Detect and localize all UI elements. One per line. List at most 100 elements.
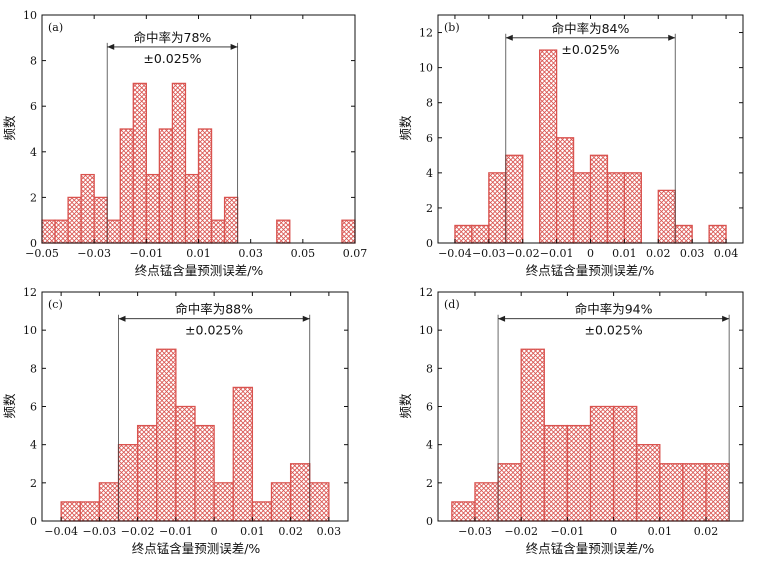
y-tick-label: 2 <box>426 477 433 490</box>
tolerance-label: ±0.025% <box>143 51 201 66</box>
histogram-bar <box>80 173 95 244</box>
hit-rate-label: 命中率为78% <box>134 30 212 45</box>
histogram-bar <box>197 128 213 244</box>
y-tick-label: 4 <box>30 146 37 159</box>
x-tick-label: 0.02 <box>278 525 303 538</box>
x-axis-label: 终点锰含量预测误差/% <box>526 541 655 556</box>
histogram-bar <box>471 224 490 244</box>
histogram-bar <box>543 424 569 522</box>
x-tick-label: −0.04 <box>44 525 78 538</box>
y-tick-label: 8 <box>30 55 37 68</box>
x-tick-label: −0.02 <box>506 247 540 260</box>
histogram-bar <box>341 219 356 244</box>
panel-2: 命中率为88% ±0.025% −0.04 −0.03 −0.02 −0.01 0 0.01 0… <box>2 286 349 556</box>
y-tick-label: 4 <box>426 439 433 452</box>
x-tick-label: 0 <box>587 247 594 260</box>
histogram-bar <box>223 196 239 244</box>
histogram-bar <box>289 463 311 522</box>
panel-label: (b) <box>444 21 460 34</box>
y-tick-label: 8 <box>30 362 37 375</box>
tolerance-label: ±0.025% <box>585 323 643 338</box>
histogram-bar <box>612 405 638 522</box>
x-tick-label: −0.03 <box>472 247 506 260</box>
histogram-bar <box>106 219 121 244</box>
y-tick-label: 2 <box>30 191 37 204</box>
histogram-bar <box>606 172 626 244</box>
x-tick-label: −0.02 <box>121 525 155 538</box>
y-tick-label: 10 <box>23 324 37 337</box>
x-tick-label: −0.01 <box>159 525 193 538</box>
histogram-bar <box>566 424 592 522</box>
y-tick-label: 2 <box>30 477 37 490</box>
y-tick-label: 12 <box>419 27 433 40</box>
x-tick-label: 0.01 <box>186 247 211 260</box>
histogram-bar <box>539 49 558 244</box>
histogram-bar <box>156 348 177 522</box>
histogram-bar <box>158 128 174 244</box>
tolerance-label: ±0.025% <box>561 42 619 57</box>
histogram-bar <box>572 172 592 244</box>
x-axis-label: 终点锰含量预测误差/% <box>526 263 655 278</box>
arrow-head-left <box>505 34 513 41</box>
y-axis-label: 频数 <box>2 115 17 141</box>
histogram-bar <box>705 463 730 522</box>
histogram-bar <box>659 463 684 522</box>
arrow-head-right <box>668 34 676 41</box>
panel-0: 命中率为78% ±0.025% −0.05 −0.03 −0.01 0.01 0.03 0.0… <box>2 9 367 278</box>
x-tick-label: 0.04 <box>714 247 739 260</box>
x-tick-label: −0.01 <box>540 247 574 260</box>
histogram-bar <box>213 482 234 522</box>
arrow-head-left <box>498 315 506 322</box>
x-tick-label: 0.05 <box>291 247 316 260</box>
y-tick-label: 4 <box>30 439 37 452</box>
arrow-head-left <box>118 315 126 322</box>
histogram-bar <box>210 219 226 244</box>
x-tick-label: −0.04 <box>438 247 472 260</box>
histogram-bar <box>41 219 56 244</box>
histogram-bar <box>171 82 187 244</box>
histogram-bar <box>175 405 196 522</box>
hit-rate-label: 命中率为84% <box>552 21 630 36</box>
histogram-bar <box>276 219 291 244</box>
histogram-bar <box>674 224 693 244</box>
histogram-bar <box>505 154 524 244</box>
panel-label: (a) <box>48 21 63 34</box>
arrow-head-right <box>230 43 238 50</box>
x-tick-label: −0.01 <box>129 247 163 260</box>
x-tick-label: 0.03 <box>238 247 263 260</box>
x-tick-label: −0.05 <box>25 247 59 260</box>
x-tick-label: 0.01 <box>648 525 673 538</box>
histogram-bar <box>520 348 545 522</box>
x-tick-label: −0.03 <box>77 247 111 260</box>
histogram-bar <box>555 137 575 244</box>
hit-rate-label: 命中率为88% <box>175 302 253 317</box>
y-axis-label: 频数 <box>398 115 413 141</box>
histogram-bar <box>497 463 522 522</box>
arrow-head-right <box>722 315 730 322</box>
histogram-bar <box>132 82 147 244</box>
y-tick-label: 8 <box>426 362 433 375</box>
y-tick-label: 12 <box>23 286 37 299</box>
histogram-bar <box>657 189 676 244</box>
panel-label: (d) <box>444 298 460 311</box>
x-tick-label: 0.02 <box>646 247 671 260</box>
histogram-bar <box>119 128 134 244</box>
panel-3: 命中率为94% ±0.025% −0.03 −0.02 −0.01 0 0.01 0.02 0 2… <box>398 286 744 556</box>
y-axis-label: 频数 <box>2 393 17 419</box>
x-tick-label: −0.03 <box>458 525 492 538</box>
y-tick-label: 6 <box>30 401 37 414</box>
histogram-bar <box>474 482 499 522</box>
x-tick-label: 0 <box>610 525 617 538</box>
histogram-bar <box>451 501 476 522</box>
histogram-bar <box>708 224 727 244</box>
arrow-head-right <box>302 315 310 322</box>
y-tick-label: 6 <box>426 401 433 414</box>
histogram-bar <box>184 173 200 244</box>
y-tick-label: 4 <box>426 167 433 180</box>
y-tick-label: 0 <box>30 237 37 250</box>
x-tick-label: −0.01 <box>551 525 585 538</box>
x-tick-label: 0.01 <box>612 247 637 260</box>
x-tick-label: 0.07 <box>343 247 368 260</box>
histogram-bar <box>623 172 642 244</box>
histogram-bar <box>117 444 139 522</box>
